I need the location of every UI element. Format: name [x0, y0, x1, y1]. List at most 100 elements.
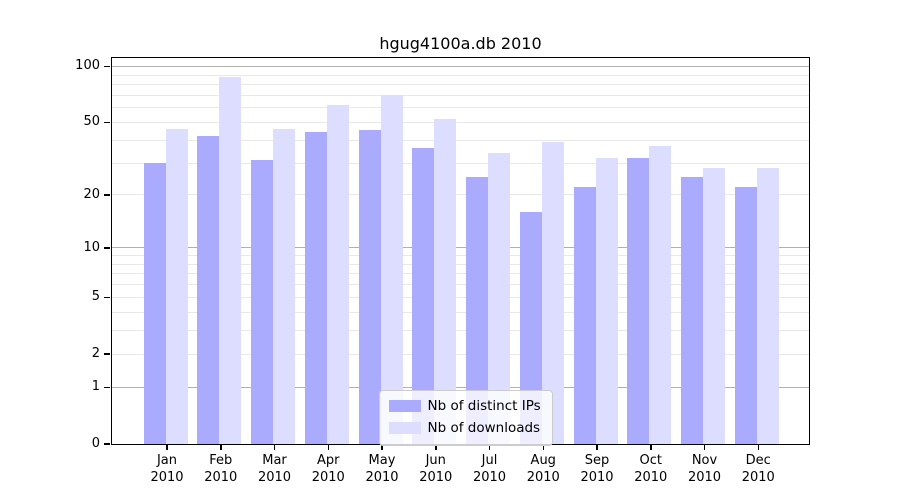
x-axis-tick-label: Apr 2010	[296, 452, 360, 486]
bar-downloads-feb	[219, 77, 242, 444]
y-axis-tick	[104, 296, 110, 299]
bar-distinct-ips-jun	[412, 148, 435, 444]
y-axis-tick-label: 20	[83, 186, 100, 202]
bar-downloads-oct	[649, 145, 672, 444]
legend: Nb of distinct IPs Nb of downloads	[378, 389, 553, 446]
gridline-minor	[111, 263, 809, 265]
y-axis-tick	[104, 247, 110, 249]
bar-downloads-nov	[703, 168, 725, 444]
x-axis-tick-label: Sep 2010	[565, 452, 629, 486]
legend-label-distinct-ips: Nb of distinct IPs	[427, 397, 541, 414]
x-axis-tick-year: 2010	[580, 470, 614, 485]
x-axis-tick	[596, 444, 598, 450]
x-axis-tick	[757, 444, 759, 450]
gridline-minor	[111, 296, 809, 298]
y-axis-tick	[104, 353, 110, 355]
gridline-minor	[111, 311, 809, 313]
x-axis-tick-year: 2010	[204, 470, 238, 485]
bar-downloads-may	[380, 94, 403, 444]
bar-distinct-ips-sep	[573, 187, 596, 444]
y-axis-tick-label: 50	[83, 114, 100, 130]
plot-area: Nb of distinct IPs Nb of downloads	[110, 56, 810, 446]
y-axis-tick-label: 10	[83, 239, 100, 255]
x-axis-tick-label: Oct 2010	[619, 452, 683, 486]
y-axis-tick	[104, 443, 110, 445]
bar-distinct-ips-feb	[197, 135, 220, 444]
bar-distinct-ips-jul	[466, 177, 488, 444]
bar-distinct-ips-dec	[734, 187, 757, 444]
x-axis-tick	[488, 444, 491, 450]
gridline-minor	[111, 255, 809, 257]
y-axis-tick-label: 1	[91, 379, 100, 395]
chart-title: hgug4100a.db 2010	[379, 34, 542, 53]
gridline-minor	[111, 139, 809, 141]
y-axis-tick-label: 0	[91, 436, 100, 451]
gridline-minor	[111, 94, 809, 96]
y-axis-tick	[104, 121, 110, 124]
x-axis-tick-label: Mar 2010	[243, 452, 307, 486]
bar-downloads-aug	[541, 141, 564, 444]
bar-downloads-mar	[273, 128, 295, 444]
gridline-minor	[111, 273, 809, 275]
x-axis-tick-year: 2010	[311, 470, 345, 485]
x-axis-tick-year: 2010	[365, 470, 399, 485]
legend-swatch-distinct-ips	[388, 400, 421, 412]
x-axis-tick-year: 2010	[526, 470, 560, 485]
x-axis-tick-label: Dec 2010	[726, 452, 790, 486]
bar-distinct-ips-aug	[519, 211, 542, 444]
x-axis-tick-year: 2010	[257, 470, 292, 485]
gridline-minor	[111, 194, 809, 196]
x-axis-tick-label: Jun 2010	[404, 452, 468, 486]
x-axis-tick	[327, 444, 329, 450]
x-axis-tick	[273, 444, 276, 450]
x-axis-tick-year: 2010	[150, 470, 184, 485]
gridline-minor	[111, 353, 809, 355]
gridline-minor	[111, 121, 809, 123]
bar-downloads-sep	[595, 157, 618, 444]
bar-distinct-ips-nov	[681, 177, 703, 444]
gridline-minor	[111, 284, 809, 286]
gridline-minor	[111, 74, 809, 76]
gridline-major	[111, 386, 809, 388]
x-axis-tick-label: Jan 2010	[135, 452, 199, 486]
x-axis-tick-label: Aug 2010	[511, 452, 575, 486]
y-axis-tick-label: 5	[91, 289, 100, 305]
y-axis-tick-label: 2	[91, 346, 100, 362]
y-axis-tick	[104, 65, 110, 68]
x-axis-tick	[542, 444, 544, 450]
gridline-minor	[111, 330, 809, 332]
legend-item-distinct-ips: Nb of distinct IPs	[388, 397, 541, 415]
bar-downloads-apr	[326, 104, 349, 444]
x-axis-tick-label: Nov 2010	[673, 452, 737, 486]
gridline-minor	[111, 84, 809, 86]
gridline-minor	[111, 107, 809, 109]
bar-downloads-jan	[165, 128, 188, 444]
x-axis-tick	[220, 444, 222, 450]
bar-distinct-ips-mar	[251, 160, 273, 444]
x-axis-tick-year: 2010	[687, 470, 722, 485]
x-axis-tick-label: May 2010	[350, 452, 414, 486]
x-axis-tick	[381, 444, 383, 450]
bar-downloads-dec	[756, 168, 779, 444]
bar-distinct-ips-jan	[143, 162, 166, 444]
x-axis-tick	[435, 444, 437, 450]
bar-downloads-jun	[434, 118, 457, 444]
x-axis-tick-label: Feb 2010	[189, 452, 253, 486]
y-axis-tick	[104, 386, 110, 389]
bar-downloads-jul	[488, 152, 510, 444]
x-axis-tick	[166, 444, 168, 450]
y-axis-tick-label: 100	[75, 58, 100, 74]
y-axis-tick	[104, 194, 110, 196]
gridline-major	[111, 247, 809, 249]
x-axis-tick-label: Jul 2010	[458, 452, 522, 486]
legend-item-downloads: Nb of downloads	[388, 419, 541, 437]
x-axis-tick	[703, 444, 706, 450]
legend-label-downloads: Nb of downloads	[427, 419, 541, 436]
legend-swatch-downloads	[388, 422, 421, 434]
x-axis-tick-year: 2010	[472, 470, 507, 485]
x-axis-tick-year: 2010	[741, 470, 775, 485]
bar-distinct-ips-oct	[627, 157, 650, 444]
gridline-major	[111, 65, 809, 67]
gridline-minor	[111, 162, 809, 164]
